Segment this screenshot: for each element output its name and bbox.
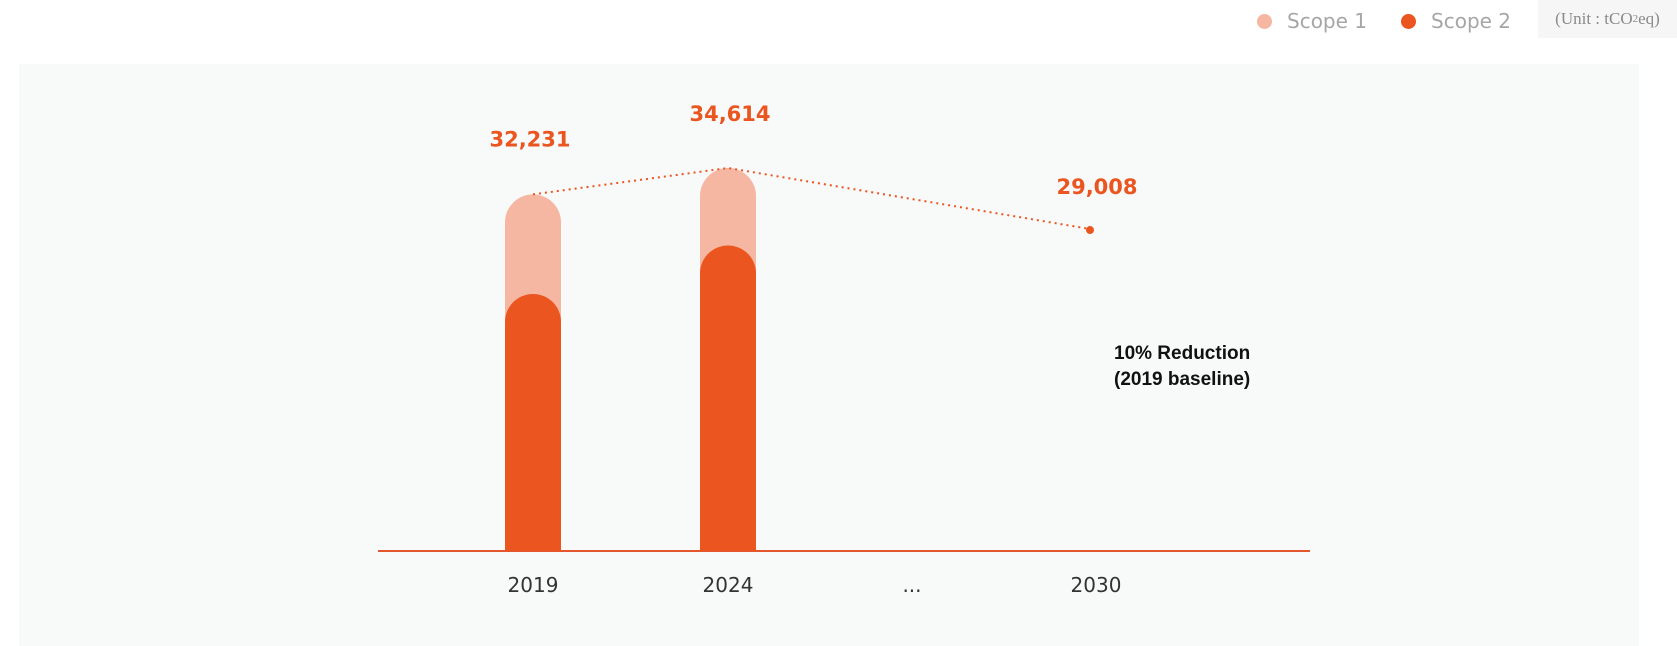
value-label-2024: 34,614	[689, 102, 770, 126]
x-tick-label: 2024	[703, 573, 754, 597]
bar-scope-2-2019	[505, 293, 561, 551]
unit-suffix: eq)	[1638, 9, 1660, 28]
x-tick-label: 2019	[508, 573, 559, 597]
legend-item-scope-1: Scope 1	[1257, 9, 1367, 33]
legend-label: Scope 1	[1287, 9, 1368, 33]
legend-dot-icon	[1257, 13, 1272, 29]
target-annotation-line: (2019 baseline)	[1114, 369, 1250, 390]
chart-panel	[19, 64, 1639, 646]
legend: Scope 1 Scope 2	[1257, 0, 1677, 42]
legend-label: Scope 2	[1431, 9, 1512, 33]
unit-label: (Unit : tCO 2 eq)	[1538, 0, 1677, 38]
x-tick-label: ...	[902, 573, 921, 597]
x-tick-label: 2030	[1071, 573, 1122, 597]
unit-subscript: 2	[1632, 13, 1639, 25]
unit-prefix: (Unit : tCO	[1555, 9, 1633, 28]
legend-dot-icon	[1401, 13, 1417, 29]
legend-item-scope-2: Scope 2	[1401, 9, 1511, 33]
target-annotation-line: 10% Reduction	[1114, 343, 1250, 364]
value-label-2030: 29,008	[1056, 175, 1137, 199]
trend-line	[532, 166, 1097, 232]
value-label-2019: 32,231	[489, 127, 570, 151]
target-point	[1086, 226, 1094, 235]
bar-scope-2-2024	[700, 245, 756, 552]
